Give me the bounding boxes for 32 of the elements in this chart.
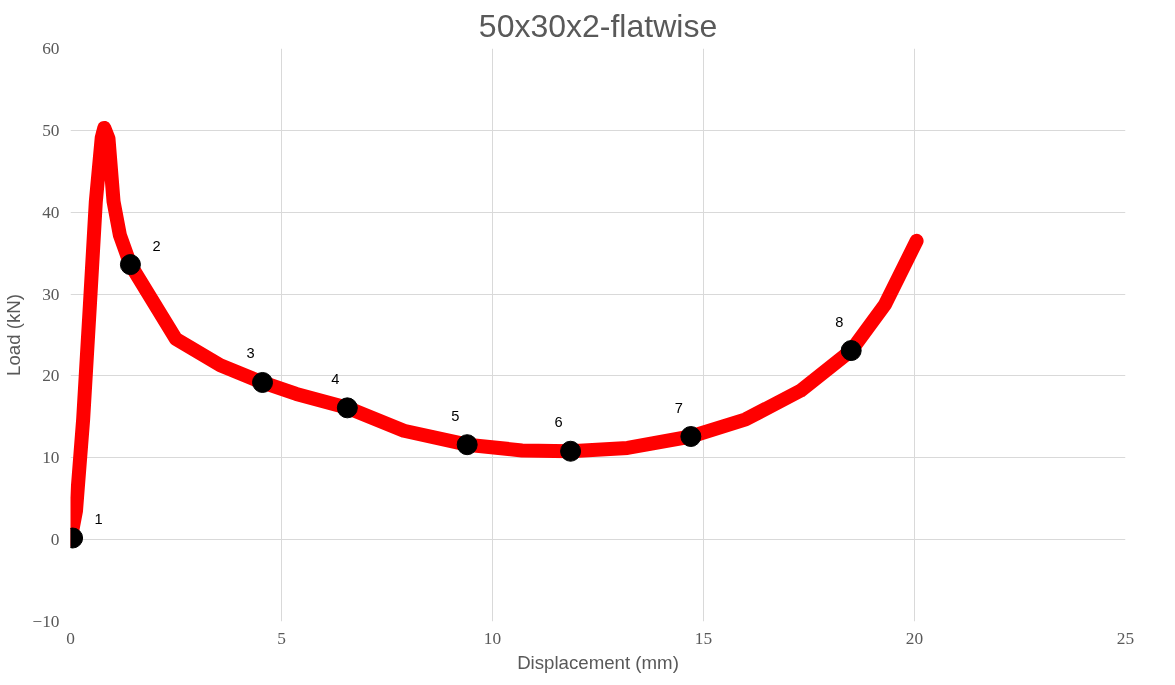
annotation: 3: [246, 345, 255, 362]
point: [560, 440, 582, 462]
x-tick-label: 15: [694, 628, 713, 648]
annotation: 7: [674, 399, 683, 416]
point: [840, 340, 862, 362]
y-tick-label: 10: [42, 448, 60, 468]
point: [252, 372, 274, 393]
x-tick-label: 25: [1116, 628, 1135, 648]
y-tick-label: 20: [42, 366, 60, 386]
x-tick-label: 10: [483, 628, 502, 648]
y-tick-label: −10: [32, 612, 60, 631]
y-tick-label: 50: [42, 120, 60, 140]
annotation: 8: [835, 313, 844, 330]
point: [119, 254, 141, 276]
x-axis-title: Displacement (mm): [517, 651, 679, 673]
annotation: 6: [554, 414, 563, 431]
y-tick-label: 0: [50, 530, 60, 550]
y-axis-title: Load (kN): [3, 294, 25, 376]
annotation: 4: [331, 370, 340, 387]
annotation: 5: [451, 407, 460, 424]
x-tick-label: 20: [905, 628, 924, 648]
annotation: 2: [152, 237, 161, 254]
x-tick-label: 5: [277, 628, 286, 648]
annotation: 1: [94, 511, 103, 528]
y-tick-label: 30: [42, 284, 60, 304]
point: [456, 434, 478, 456]
y-tick-label: 40: [42, 202, 60, 222]
x-tick-label: 0: [66, 628, 75, 648]
chart-title: 50x30x2-flatwise: [478, 7, 718, 44]
y-tick-label: 60: [42, 39, 60, 58]
point: [336, 397, 358, 419]
point: [680, 426, 702, 447]
